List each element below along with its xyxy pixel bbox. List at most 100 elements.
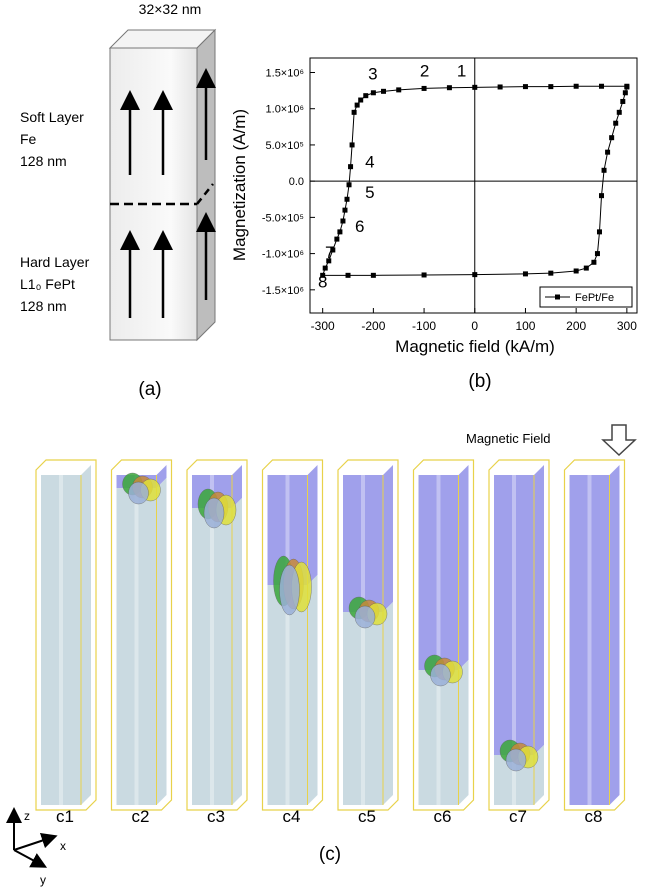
marker xyxy=(584,266,589,271)
marker xyxy=(346,273,351,278)
annotation: 6 xyxy=(355,217,364,236)
rod-lower xyxy=(343,602,393,805)
hard-layer: Hard Layer xyxy=(20,254,90,270)
rod xyxy=(565,460,625,810)
marker xyxy=(523,84,528,89)
marker xyxy=(574,268,579,273)
marker xyxy=(591,260,596,265)
marker xyxy=(355,103,360,108)
marker xyxy=(599,193,604,198)
rod-upper xyxy=(570,465,620,805)
y-tick-label: 1.5×10⁶ xyxy=(266,67,304,79)
marker xyxy=(352,110,357,115)
x-axis-label: Magnetic field (kA/m) xyxy=(395,337,555,356)
marker xyxy=(617,110,622,115)
rod xyxy=(338,460,398,810)
marker xyxy=(323,266,328,271)
marker xyxy=(548,271,553,276)
figure: 32×32 nm Soft Layer Fe 128 nm Hard Layer… xyxy=(0,0,670,889)
y-tick-label: -1.5×10⁶ xyxy=(262,285,304,297)
column-label: c5 xyxy=(358,807,376,826)
rod xyxy=(187,460,247,810)
y-tick-label: 0.0 xyxy=(289,176,304,188)
box-front xyxy=(110,48,197,340)
domain-wall xyxy=(129,482,149,504)
marker xyxy=(371,90,376,95)
marker xyxy=(523,271,528,276)
soft-layer: Soft Layer xyxy=(20,109,84,125)
marker xyxy=(337,229,342,234)
annotation: 4 xyxy=(365,152,374,171)
marker xyxy=(548,84,553,89)
marker xyxy=(371,273,376,278)
rod-upper xyxy=(343,465,393,612)
field-arrow xyxy=(603,425,635,455)
marker xyxy=(396,87,401,92)
marker xyxy=(348,164,353,169)
marker xyxy=(381,89,386,94)
column-label: c3 xyxy=(207,807,225,826)
x-tick-label: 200 xyxy=(566,319,586,333)
marker xyxy=(358,98,363,103)
axes-triad xyxy=(14,815,50,864)
rod xyxy=(263,460,323,810)
axis-name: z xyxy=(24,809,30,823)
marker xyxy=(623,90,628,95)
rod xyxy=(112,460,172,810)
column-label: c1 xyxy=(56,807,74,826)
rod-highlight xyxy=(588,475,592,805)
x-tick-label: 100 xyxy=(515,319,535,333)
x-tick-label: 300 xyxy=(617,319,637,333)
annotation: 1 xyxy=(457,61,466,80)
x-tick-label: 0 xyxy=(471,319,478,333)
domain-wall xyxy=(355,606,375,628)
rod-highlight xyxy=(361,475,365,805)
rod-lower xyxy=(117,478,167,805)
marker xyxy=(602,168,607,173)
panel-label: (b) xyxy=(468,371,491,392)
hard-layer: 128 nm xyxy=(20,298,67,314)
marker xyxy=(498,84,503,89)
domain-wall xyxy=(431,664,451,686)
marker xyxy=(472,272,477,277)
rod xyxy=(489,460,549,810)
column-label: c4 xyxy=(283,807,301,826)
column-label: c2 xyxy=(132,807,150,826)
axis-name: y xyxy=(40,873,46,887)
marker xyxy=(472,85,477,90)
x-tick-label: -300 xyxy=(311,319,335,333)
rod-lower xyxy=(41,465,91,805)
domain-wall xyxy=(280,565,300,615)
marker xyxy=(422,86,427,91)
field-label: Magnetic Field xyxy=(466,431,551,446)
rod xyxy=(36,460,96,810)
column-label: c6 xyxy=(434,807,452,826)
rod-upper xyxy=(419,465,469,670)
column-label: c7 xyxy=(509,807,527,826)
marker xyxy=(350,142,355,147)
annotation: 7 xyxy=(325,243,334,262)
domain-wall xyxy=(204,498,224,528)
marker xyxy=(595,251,600,256)
marker xyxy=(447,85,452,90)
hard-layer: L1₀ FePt xyxy=(20,276,75,292)
marker xyxy=(624,84,629,89)
marker xyxy=(574,84,579,89)
marker xyxy=(347,182,352,187)
marker xyxy=(597,229,602,234)
panel-label: (a) xyxy=(138,379,161,400)
y-tick-label: -5.0×10⁵ xyxy=(262,212,304,224)
marker xyxy=(334,237,339,242)
soft-layer: 128 nm xyxy=(20,153,67,169)
annotation: 2 xyxy=(420,61,429,80)
soft-layer: Fe xyxy=(20,131,37,147)
size-label: 32×32 nm xyxy=(139,1,202,17)
marker xyxy=(342,208,347,213)
marker xyxy=(422,272,427,277)
rod xyxy=(414,460,474,810)
x-tick-label: -200 xyxy=(361,319,385,333)
marker xyxy=(620,99,625,104)
marker xyxy=(340,218,345,223)
marker xyxy=(363,93,368,98)
